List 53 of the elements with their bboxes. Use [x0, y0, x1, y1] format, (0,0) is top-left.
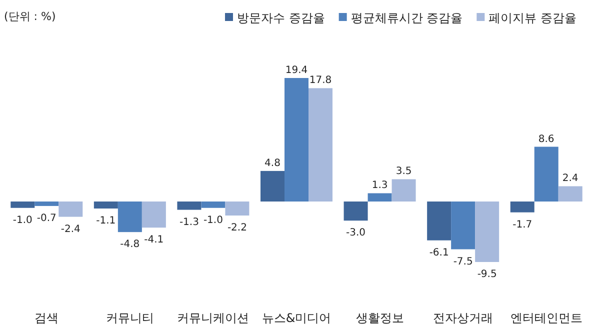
- bar: [368, 193, 392, 202]
- data-label: -4.8: [120, 239, 140, 250]
- legend-label: 방문자수 증감율: [237, 11, 325, 25]
- bar: [451, 202, 476, 250]
- data-label: -3.0: [346, 228, 366, 239]
- bar: [308, 88, 332, 202]
- data-label: -0.7: [36, 212, 56, 224]
- x-tick-label: 전자상거래: [433, 311, 494, 325]
- bar: [177, 202, 202, 210]
- bar: [427, 202, 452, 240]
- data-label: -2.4: [60, 224, 80, 235]
- bar: [260, 170, 284, 202]
- data-label: -1.7: [512, 219, 532, 230]
- legend-label: 페이지뷰 증감율: [488, 11, 576, 25]
- data-label: -1.1: [96, 216, 116, 227]
- data-label: -6.1: [429, 247, 449, 258]
- x-tick-label: 생활정보: [356, 311, 404, 325]
- bar: [34, 202, 59, 206]
- text: (단위 : %): [4, 10, 56, 23]
- bar: [225, 202, 250, 216]
- bar: [58, 202, 83, 217]
- data-label: -1.3: [179, 216, 199, 228]
- data-label: -1.0: [12, 214, 32, 226]
- bar: [284, 78, 308, 202]
- bar: [392, 179, 416, 202]
- data-label: 4.8: [264, 158, 280, 169]
- data-label: -9.5: [477, 269, 497, 280]
- data-label: 17.8: [309, 75, 332, 86]
- data-label: 3.5: [396, 166, 412, 178]
- bar: [510, 202, 534, 212]
- data-label: 19.4: [285, 65, 308, 76]
- bar: [94, 202, 118, 209]
- legend-label: 평균체류시간 증감율: [350, 11, 463, 25]
- data-label: -2.2: [227, 222, 247, 234]
- bar: [10, 202, 35, 208]
- x-tick-label: 검색: [34, 311, 59, 325]
- data-label: 1.3: [372, 180, 388, 192]
- data-label: -4.1: [144, 234, 164, 246]
- bar: [201, 202, 226, 208]
- data-label: 2.4: [562, 173, 578, 184]
- x-tick-label: 커뮤니케이션: [177, 311, 250, 325]
- x-tick-label: 뉴스&미디어: [262, 311, 332, 325]
- bar: [534, 146, 558, 202]
- x-tick-label: 커뮤니티: [106, 311, 154, 325]
- bar: [118, 202, 142, 232]
- bar: [475, 202, 500, 262]
- bar: [344, 202, 368, 221]
- data-label: -7.5: [453, 256, 473, 268]
- data-label: -1.0: [203, 214, 223, 226]
- data-label: 8.6: [538, 134, 554, 145]
- bar: [558, 186, 582, 202]
- bar: [142, 202, 166, 228]
- x-tick-label: 엔터테인먼트: [510, 311, 582, 325]
